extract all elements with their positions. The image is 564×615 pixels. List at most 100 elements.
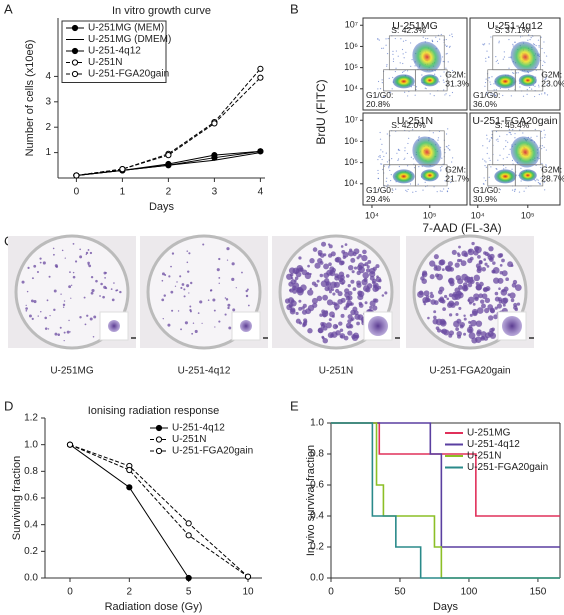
colony: [322, 294, 329, 301]
event: [546, 178, 548, 181]
colony: [441, 320, 446, 325]
inset-colony: [240, 320, 252, 332]
event: [405, 189, 407, 191]
event: [404, 157, 406, 159]
event: [386, 133, 388, 135]
gate-label: G2M: 21.7%: [445, 165, 470, 184]
colony: [326, 269, 333, 276]
y-tick-label: 10⁴: [344, 178, 358, 188]
colony: [69, 331, 71, 333]
colony: [328, 262, 332, 267]
event: [411, 59, 413, 61]
colony: [475, 284, 482, 291]
point: [257, 74, 264, 81]
colony: [287, 297, 295, 304]
colony: [358, 303, 364, 308]
event: [418, 136, 420, 139]
event: [448, 144, 450, 147]
colony: [472, 310, 478, 317]
colony: [467, 296, 475, 304]
event: [434, 73, 436, 75]
colony: [423, 302, 427, 306]
colony: [311, 297, 318, 304]
event: [383, 96, 385, 98]
event: [406, 165, 409, 167]
point: [257, 148, 264, 155]
colony: [104, 277, 106, 279]
event: [508, 38, 510, 41]
colony: [327, 243, 331, 246]
event: [483, 44, 485, 46]
colony: [473, 274, 481, 282]
event: [449, 149, 451, 151]
event: [385, 38, 387, 40]
colony: [510, 298, 515, 303]
series-line: [69, 444, 249, 578]
event: [497, 159, 499, 161]
x-tick-label: 10⁵: [423, 210, 437, 220]
event: [532, 43, 535, 45]
gate-label: G2M: 23.0%: [541, 70, 564, 89]
event: [490, 36, 492, 38]
colony: [328, 318, 332, 322]
event: [505, 167, 507, 169]
event: [536, 135, 538, 137]
point: [185, 574, 192, 582]
colony: [451, 249, 457, 255]
colony: [69, 271, 71, 274]
event: [541, 137, 543, 139]
colony: [192, 322, 195, 324]
colony: [369, 270, 376, 278]
event: [505, 145, 507, 148]
inset-colony: [502, 316, 522, 336]
event: [395, 188, 397, 190]
colony: [375, 264, 380, 269]
colony: [456, 252, 460, 255]
colony: [354, 313, 361, 320]
event: [451, 69, 454, 72]
event: [382, 168, 384, 171]
colony: [33, 264, 37, 268]
event: [438, 81, 440, 83]
event: [445, 93, 447, 95]
event: [442, 79, 445, 81]
colony: [488, 315, 494, 321]
colony: [201, 322, 203, 324]
colony: [484, 307, 490, 314]
event: [422, 189, 424, 191]
colony: [290, 307, 296, 313]
colony: [429, 260, 436, 267]
event: [508, 153, 510, 156]
event: [402, 53, 404, 55]
point: [211, 120, 218, 127]
event: [490, 93, 492, 95]
y-tick-label: 0.8: [310, 449, 324, 460]
colony: [367, 260, 372, 264]
event: [543, 181, 545, 183]
event: [484, 81, 487, 84]
colony: [36, 270, 40, 274]
colony: [188, 292, 190, 294]
event: [421, 74, 423, 76]
colony: [492, 261, 496, 265]
colony: [349, 248, 353, 252]
colony: [381, 294, 385, 297]
event: [543, 52, 545, 54]
colony: [63, 331, 66, 334]
event: [378, 39, 380, 41]
event: [440, 75, 442, 77]
colony: [110, 288, 113, 290]
colony: [70, 284, 73, 286]
y-tick-label: 0.0: [310, 573, 324, 584]
x-tick-label: 100: [461, 587, 478, 598]
event: [546, 94, 549, 96]
event: [544, 93, 546, 95]
colony: [499, 263, 503, 267]
colony: [340, 245, 344, 248]
colony: [353, 266, 358, 270]
event: [443, 89, 445, 91]
event: [546, 83, 548, 85]
event: [493, 89, 495, 91]
colony: [321, 241, 327, 247]
colony: [345, 302, 350, 308]
